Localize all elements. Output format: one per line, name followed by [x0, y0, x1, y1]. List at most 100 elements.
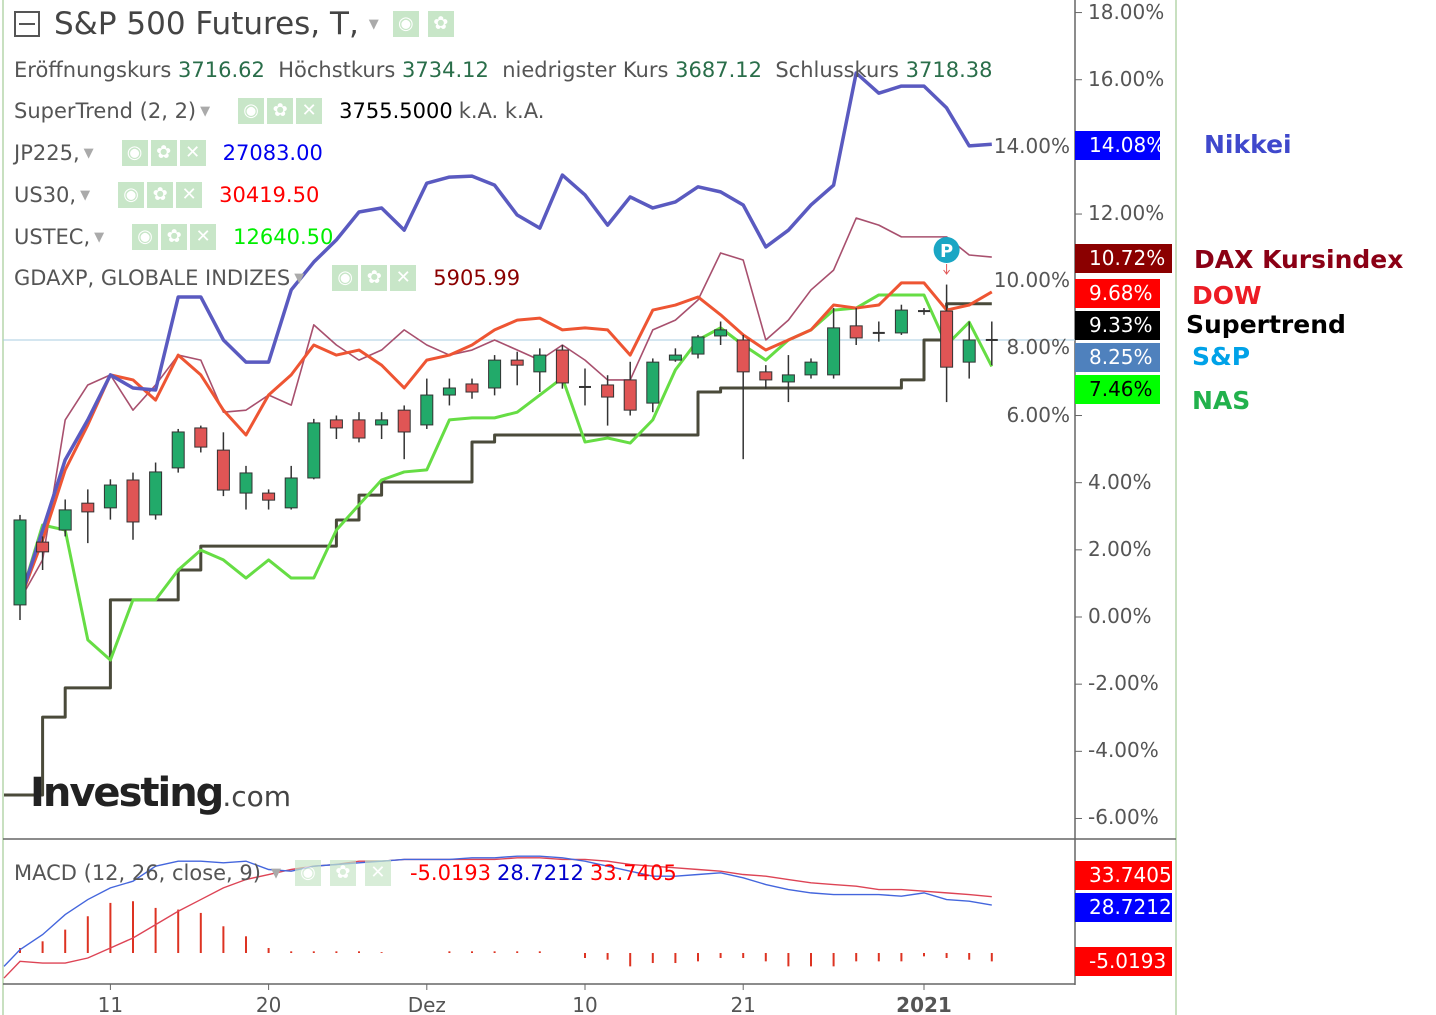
indicator-value: 5905.99 — [433, 266, 521, 290]
legend-label: S&P — [1192, 342, 1251, 371]
candle-body — [781, 374, 795, 383]
candle[interactable] — [81, 489, 95, 544]
candle[interactable] — [736, 334, 750, 460]
indicator-extra: k.A. k.A. — [458, 99, 545, 123]
candle[interactable] — [691, 334, 705, 359]
candle[interactable] — [329, 415, 343, 440]
gear-icon[interactable]: ✿ — [427, 11, 454, 37]
indicator-row: US30, ▼ ◉ ✿ ✕ 30419.50 — [14, 182, 319, 208]
candle[interactable] — [442, 378, 456, 406]
candle[interactable] — [601, 375, 615, 426]
investing-logo: Investing.com — [30, 770, 292, 816]
candle[interactable] — [352, 412, 366, 443]
dax-line — [19, 217, 992, 601]
gear-icon[interactable]: ✿ — [361, 265, 388, 291]
pivot-marker-icon[interactable] — [933, 237, 960, 263]
candle[interactable] — [872, 321, 885, 342]
candle[interactable] — [171, 428, 185, 473]
legend-label: DOW — [1192, 281, 1262, 310]
eye-icon[interactable]: ◉ — [332, 265, 359, 291]
candle[interactable] — [216, 432, 230, 497]
indicator-row: GDAXP, GLOBALE INDIZES ▼ ◉ ✿ ✕ 5905.99 — [14, 265, 520, 291]
candle[interactable] — [555, 345, 569, 389]
candle[interactable] — [668, 348, 682, 362]
eye-icon[interactable]: ◉ — [392, 11, 419, 37]
candle[interactable] — [894, 304, 908, 335]
close-value: 3718.38 — [905, 58, 993, 82]
eye-icon[interactable]: ◉ — [238, 98, 265, 124]
candle[interactable] — [985, 321, 998, 366]
last-value-badge: 9.68% — [1075, 279, 1160, 308]
gear-icon[interactable]: ✿ — [329, 860, 356, 886]
x-tick-label: 20 — [255, 993, 282, 1015]
legend-label: DAX Kursindex — [1194, 245, 1404, 274]
gear-icon[interactable]: ✿ — [161, 224, 188, 250]
candle-body — [804, 361, 818, 376]
candle[interactable] — [375, 412, 389, 440]
close-icon[interactable]: ✕ — [390, 265, 417, 291]
gear-icon[interactable]: ✿ — [267, 98, 294, 124]
candle[interactable] — [239, 465, 253, 510]
candle[interactable] — [940, 284, 954, 403]
candle[interactable] — [262, 489, 276, 510]
candle[interactable] — [510, 351, 524, 386]
candle[interactable] — [714, 321, 728, 346]
candle[interactable] — [646, 358, 660, 413]
close-icon[interactable]: ✕ — [179, 140, 206, 166]
candle[interactable] — [918, 308, 930, 315]
close-icon[interactable]: ✕ — [296, 98, 323, 124]
y-tick-label: 18.00% — [1088, 0, 1165, 24]
candle[interactable] — [781, 355, 795, 403]
candle[interactable] — [397, 405, 411, 460]
candle-body — [601, 384, 615, 398]
candle[interactable] — [623, 361, 637, 416]
ohlc-row: Eröffnungskurs 3716.62 Höchstkurs 3734.1… — [14, 58, 992, 82]
candle[interactable] — [149, 462, 163, 520]
gear-icon[interactable]: ✿ — [147, 182, 174, 208]
macd-title: MACD (12, 26, close, 9) — [14, 861, 261, 885]
candle[interactable] — [103, 479, 117, 520]
close-icon[interactable]: ✕ — [190, 224, 217, 250]
candle[interactable] — [465, 378, 479, 399]
candle[interactable] — [488, 355, 502, 396]
candle[interactable] — [194, 425, 208, 453]
candle-body — [307, 422, 321, 479]
eye-icon[interactable]: ◉ — [294, 860, 321, 886]
triangle-down-icon[interactable]: ▼ — [270, 865, 281, 881]
close-icon[interactable]: ✕ — [364, 860, 391, 886]
candle[interactable] — [579, 368, 591, 406]
candle[interactable] — [533, 348, 547, 393]
y-tick-label: 2.00% — [1088, 536, 1152, 561]
candle[interactable] — [420, 378, 434, 429]
eye-icon[interactable]: ◉ — [121, 140, 148, 166]
candle[interactable] — [307, 418, 321, 480]
candle[interactable] — [36, 536, 50, 570]
candle[interactable] — [284, 465, 298, 510]
triangle-down-icon[interactable]: ▼ — [94, 229, 105, 245]
minus-square-icon[interactable] — [14, 11, 40, 37]
candle-body — [646, 361, 660, 404]
candle-body — [239, 472, 253, 494]
candle[interactable] — [962, 321, 976, 379]
triangle-down-icon[interactable]: ▼ — [368, 16, 379, 32]
gear-icon[interactable]: ✿ — [150, 140, 177, 166]
legend-label: Supertrend — [1186, 310, 1346, 339]
indicator-value: 12640.50 — [233, 225, 334, 249]
candle[interactable] — [827, 308, 841, 379]
close-icon[interactable]: ✕ — [176, 182, 203, 208]
eye-icon[interactable]: ◉ — [118, 182, 145, 208]
macd-header: MACD (12, 26, close, 9) ▼ ◉ ✿ ✕ -5.0193 28… — [14, 860, 677, 886]
candle[interactable] — [126, 472, 140, 540]
candle[interactable] — [849, 308, 863, 346]
triangle-down-icon[interactable]: ▼ — [294, 270, 305, 286]
x-tick-label: 10 — [572, 993, 598, 1015]
candle[interactable] — [13, 514, 27, 621]
triangle-down-icon[interactable]: ▼ — [80, 187, 91, 203]
candle[interactable] — [58, 499, 72, 537]
candle[interactable] — [804, 358, 818, 379]
eye-icon[interactable]: ◉ — [132, 224, 159, 250]
triangle-down-icon[interactable]: ▼ — [83, 145, 94, 161]
triangle-down-icon[interactable]: ▼ — [200, 103, 211, 119]
candle[interactable] — [759, 365, 773, 389]
